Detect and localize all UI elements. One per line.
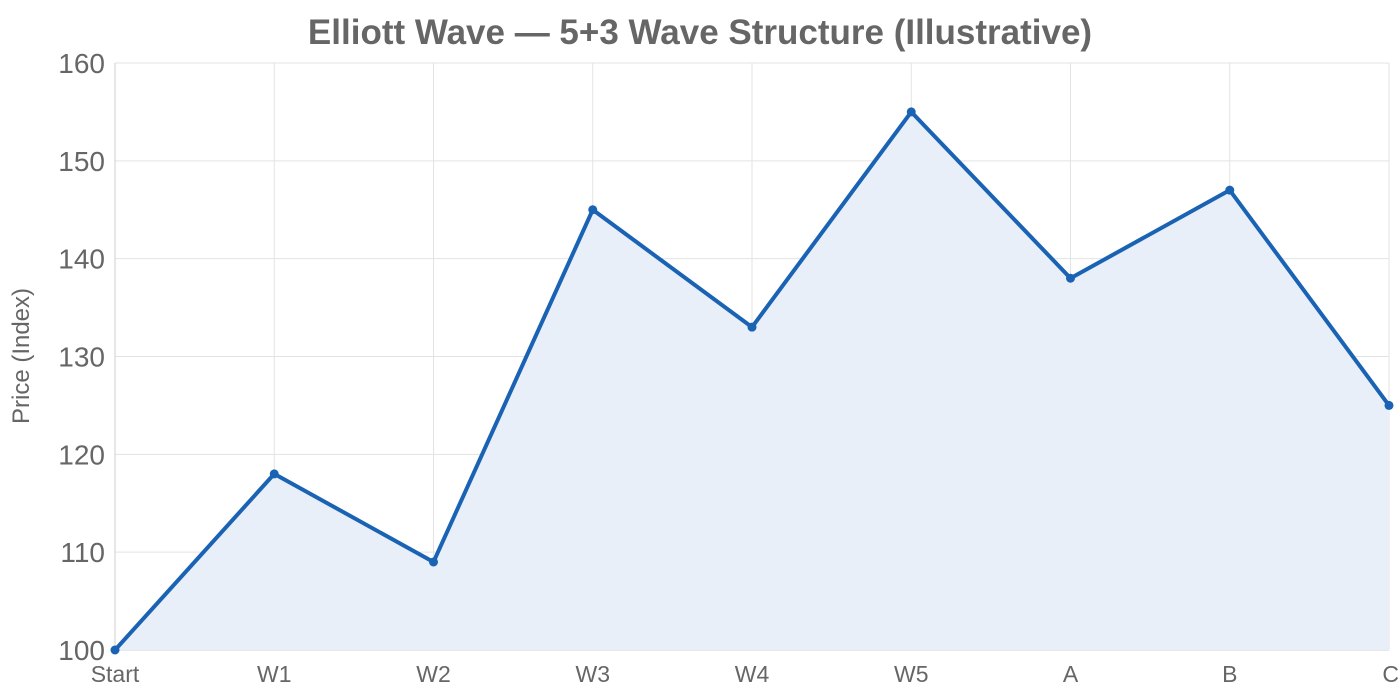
y-axis-ticks: 100 110 120 130 140 150 160: [58, 48, 105, 666]
data-point-c[interactable]: [1384, 400, 1394, 410]
data-point-w1[interactable]: [269, 469, 279, 479]
x-tick-label: W5: [894, 661, 929, 687]
y-tick-label: 160: [58, 48, 105, 79]
data-point-start[interactable]: [110, 645, 120, 655]
x-tick-label: B: [1222, 661, 1237, 687]
y-tick-label: 120: [58, 439, 105, 470]
data-point-w3[interactable]: [588, 205, 598, 215]
area-layer: [115, 111, 1389, 650]
x-axis-ticks: Start W1 W2 W3 W4 W5 A B C: [91, 661, 1399, 687]
x-tick-label: W2: [416, 661, 451, 687]
y-tick-label: 110: [60, 537, 105, 568]
data-point-w5[interactable]: [906, 107, 916, 117]
x-tick-label: W1: [257, 661, 292, 687]
data-point-b[interactable]: [1225, 185, 1235, 195]
y-tick-label: 140: [58, 244, 105, 275]
y-tick-label: 100: [58, 635, 105, 666]
x-tick-label: Start: [91, 661, 140, 687]
data-point-w4[interactable]: [747, 322, 757, 332]
data-point-w2[interactable]: [429, 557, 438, 567]
x-tick-label: W3: [576, 661, 611, 687]
x-tick-label: C: [1382, 661, 1399, 687]
y-axis-label: Price (Index): [8, 288, 35, 424]
x-tick-label: W4: [735, 661, 770, 687]
y-tick-label: 150: [58, 146, 105, 177]
y-tick-label: 130: [58, 342, 105, 373]
points-layer: [110, 107, 1394, 655]
x-tick-label: A: [1063, 661, 1079, 687]
data-point-a[interactable]: [1066, 273, 1075, 283]
chart-title: Elliott Wave — 5+3 Wave Structure (Illus…: [308, 13, 1092, 52]
series-area-fill: [115, 111, 1389, 650]
